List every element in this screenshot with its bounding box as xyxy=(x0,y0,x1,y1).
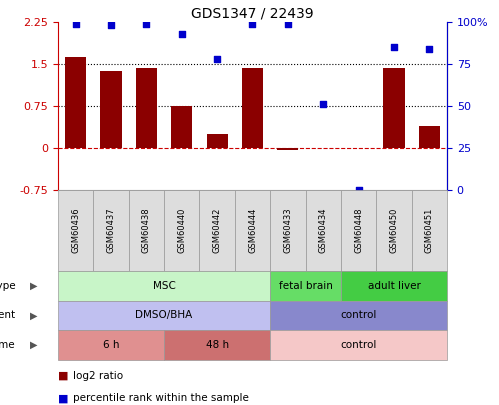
Point xyxy=(213,56,221,62)
Point xyxy=(107,22,115,29)
Text: fetal brain: fetal brain xyxy=(278,281,332,291)
Bar xyxy=(65,57,86,148)
Text: control: control xyxy=(340,310,377,320)
Text: GSM60442: GSM60442 xyxy=(213,208,222,253)
Point xyxy=(390,44,398,51)
Bar xyxy=(207,134,228,148)
Bar xyxy=(136,68,157,148)
Text: log2 ratio: log2 ratio xyxy=(73,371,123,381)
Point xyxy=(178,30,186,37)
Title: GDS1347 / 22439: GDS1347 / 22439 xyxy=(191,7,314,21)
Text: GSM60434: GSM60434 xyxy=(319,208,328,253)
Point xyxy=(249,20,256,27)
Text: GSM60433: GSM60433 xyxy=(283,208,292,253)
Text: ▶: ▶ xyxy=(30,310,38,320)
Text: MSC: MSC xyxy=(153,281,176,291)
Text: GSM60450: GSM60450 xyxy=(389,208,399,253)
Bar xyxy=(277,148,298,150)
Point xyxy=(142,20,150,27)
Text: agent: agent xyxy=(0,310,15,320)
Text: GSM60444: GSM60444 xyxy=(248,208,257,253)
Text: DMSO/BHA: DMSO/BHA xyxy=(135,310,193,320)
Text: GSM60440: GSM60440 xyxy=(177,208,186,253)
Text: cell type: cell type xyxy=(0,281,15,291)
Text: ▶: ▶ xyxy=(30,340,38,350)
Text: control: control xyxy=(340,340,377,350)
Text: GSM60451: GSM60451 xyxy=(425,208,434,253)
Point xyxy=(355,187,363,193)
Point xyxy=(72,20,80,27)
Text: ■: ■ xyxy=(58,371,68,381)
Point xyxy=(319,101,327,108)
Text: percentile rank within the sample: percentile rank within the sample xyxy=(73,393,249,403)
Text: ▶: ▶ xyxy=(30,281,38,291)
Text: 48 h: 48 h xyxy=(206,340,229,350)
Text: GSM60438: GSM60438 xyxy=(142,208,151,253)
Text: time: time xyxy=(0,340,15,350)
Text: 6 h: 6 h xyxy=(103,340,119,350)
Bar xyxy=(242,68,263,148)
Text: GSM60448: GSM60448 xyxy=(354,208,363,253)
Text: GSM60436: GSM60436 xyxy=(71,208,80,253)
Point xyxy=(425,46,433,52)
Text: adult liver: adult liver xyxy=(368,281,420,291)
Point xyxy=(284,20,292,27)
Text: GSM60437: GSM60437 xyxy=(107,208,116,253)
Bar xyxy=(419,126,440,148)
Text: ■: ■ xyxy=(58,393,68,403)
Bar xyxy=(171,106,193,148)
Bar xyxy=(383,68,405,148)
Bar xyxy=(100,71,122,148)
